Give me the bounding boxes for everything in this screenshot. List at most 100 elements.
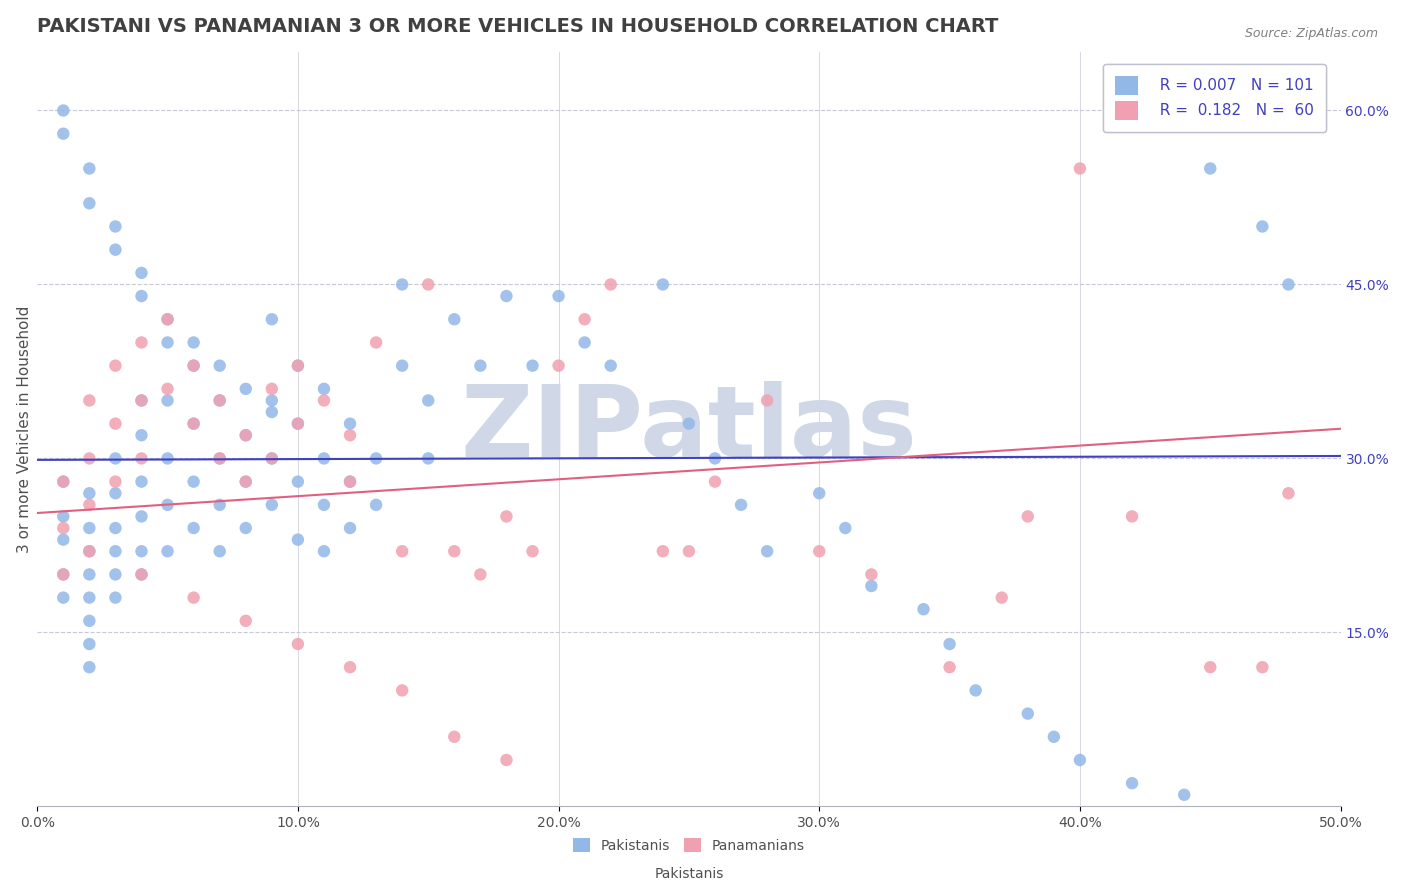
Pakistanis: [834, 521, 856, 535]
Panamanians: [339, 660, 361, 674]
Pakistanis: [104, 243, 127, 257]
Pakistanis: [131, 428, 153, 442]
Pakistanis: [235, 521, 257, 535]
Pakistanis: [651, 277, 673, 292]
Panamanians: [1277, 486, 1299, 500]
Pakistanis: [287, 475, 309, 489]
Pakistanis: [364, 498, 387, 512]
Pakistanis: [756, 544, 779, 558]
Pakistanis: [235, 382, 257, 396]
Panamanians: [418, 277, 440, 292]
Pakistanis: [339, 475, 361, 489]
Pakistanis: [418, 393, 440, 408]
Panamanians: [260, 382, 283, 396]
Y-axis label: 3 or more Vehicles in Household: 3 or more Vehicles in Household: [17, 306, 32, 553]
Pakistanis: [79, 637, 101, 651]
Panamanians: [574, 312, 596, 326]
Pakistanis: [287, 417, 309, 431]
Pakistanis: [495, 289, 517, 303]
Panamanians: [287, 359, 309, 373]
Pakistanis: [364, 451, 387, 466]
Panamanians: [79, 544, 101, 558]
Panamanians: [1121, 509, 1143, 524]
Pakistanis: [52, 591, 75, 605]
Pakistanis: [860, 579, 883, 593]
Text: Pakistanis: Pakistanis: [654, 867, 724, 880]
Pakistanis: [1017, 706, 1039, 721]
Panamanians: [678, 544, 700, 558]
Pakistanis: [418, 451, 440, 466]
Pakistanis: [1069, 753, 1091, 767]
Panamanians: [131, 393, 153, 408]
Pakistanis: [52, 103, 75, 118]
Panamanians: [756, 393, 779, 408]
Pakistanis: [470, 359, 492, 373]
Panamanians: [495, 509, 517, 524]
Pakistanis: [312, 382, 335, 396]
Pakistanis: [208, 359, 231, 373]
Pakistanis: [599, 359, 621, 373]
Pakistanis: [808, 486, 831, 500]
Panamanians: [443, 730, 465, 744]
Pakistanis: [235, 475, 257, 489]
Pakistanis: [79, 196, 101, 211]
Panamanians: [131, 567, 153, 582]
Panamanians: [208, 451, 231, 466]
Panamanians: [208, 393, 231, 408]
Pakistanis: [52, 509, 75, 524]
Pakistanis: [208, 498, 231, 512]
Panamanians: [52, 475, 75, 489]
Panamanians: [104, 359, 127, 373]
Pakistanis: [79, 614, 101, 628]
Pakistanis: [131, 544, 153, 558]
Panamanians: [104, 475, 127, 489]
Pakistanis: [1043, 730, 1066, 744]
Pakistanis: [260, 312, 283, 326]
Panamanians: [183, 591, 205, 605]
Pakistanis: [104, 521, 127, 535]
Pakistanis: [391, 277, 413, 292]
Panamanians: [235, 614, 257, 628]
Pakistanis: [260, 405, 283, 419]
Pakistanis: [131, 266, 153, 280]
Pakistanis: [208, 451, 231, 466]
Pakistanis: [574, 335, 596, 350]
Text: PAKISTANI VS PANAMANIAN 3 OR MORE VEHICLES IN HOUSEHOLD CORRELATION CHART: PAKISTANI VS PANAMANIAN 3 OR MORE VEHICL…: [37, 17, 998, 36]
Pakistanis: [156, 393, 179, 408]
Pakistanis: [156, 544, 179, 558]
Panamanians: [1251, 660, 1274, 674]
Pakistanis: [443, 312, 465, 326]
Panamanians: [860, 567, 883, 582]
Panamanians: [522, 544, 544, 558]
Pakistanis: [1199, 161, 1222, 176]
Pakistanis: [287, 533, 309, 547]
Pakistanis: [79, 544, 101, 558]
Panamanians: [52, 521, 75, 535]
Panamanians: [808, 544, 831, 558]
Panamanians: [990, 591, 1012, 605]
Pakistanis: [1173, 788, 1195, 802]
Pakistanis: [1251, 219, 1274, 234]
Pakistanis: [79, 660, 101, 674]
Pakistanis: [678, 417, 700, 431]
Pakistanis: [183, 417, 205, 431]
Text: Source: ZipAtlas.com: Source: ZipAtlas.com: [1244, 27, 1378, 40]
Panamanians: [1069, 161, 1091, 176]
Pakistanis: [131, 509, 153, 524]
Pakistanis: [79, 591, 101, 605]
Panamanians: [79, 498, 101, 512]
Pakistanis: [260, 451, 283, 466]
Panamanians: [52, 567, 75, 582]
Panamanians: [287, 417, 309, 431]
Pakistanis: [156, 498, 179, 512]
Panamanians: [235, 475, 257, 489]
Panamanians: [547, 359, 569, 373]
Panamanians: [495, 753, 517, 767]
Legend:   R = 0.007   N = 101,   R =  0.182   N =  60: R = 0.007 N = 101, R = 0.182 N = 60: [1102, 64, 1326, 132]
Panamanians: [183, 417, 205, 431]
Pakistanis: [1277, 277, 1299, 292]
Pakistanis: [52, 533, 75, 547]
Panamanians: [651, 544, 673, 558]
Pakistanis: [312, 544, 335, 558]
Panamanians: [391, 683, 413, 698]
